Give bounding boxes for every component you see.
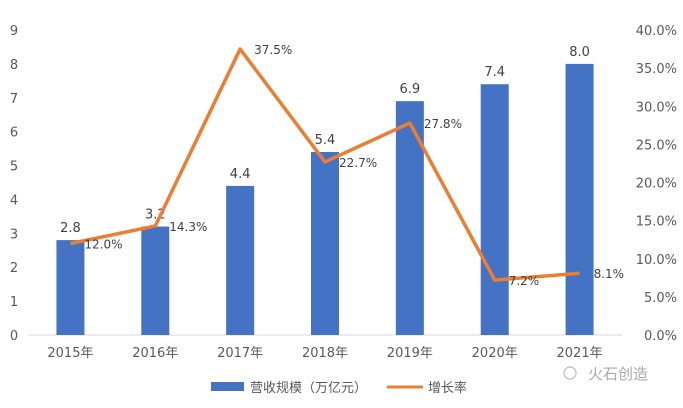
x-axis-tick: 2017年 [217, 346, 263, 361]
right-axis-tick: 35.0% [636, 62, 677, 77]
left-axis-tick: 1 [10, 295, 18, 310]
growth-line [70, 47, 580, 282]
left-axis-tick: 0 [10, 329, 18, 344]
bar [480, 84, 509, 335]
line-data-label: 37.5% [254, 43, 292, 57]
bar-data-label: 7.4 [484, 65, 505, 80]
legend-bar-label: 营收规模（万亿元） [250, 381, 367, 396]
bar [395, 101, 424, 336]
left-axis-tick: 9 [10, 24, 18, 39]
line-data-label: 27.8% [424, 117, 462, 131]
left-axis-tick: 7 [10, 92, 18, 107]
bar [565, 63, 594, 336]
bar-data-label: 4.4 [230, 167, 251, 182]
right-axis-tick: 10.0% [636, 253, 677, 268]
bar-data-label: 5.4 [315, 133, 336, 148]
x-axis-tick: 2018年 [302, 346, 348, 361]
bar [141, 226, 170, 335]
bar-data-label: 8.0 [569, 45, 590, 60]
legend-bar-swatch [211, 382, 244, 391]
x-axis-tick: 2016年 [132, 346, 178, 361]
right-axis-tick: 30.0% [636, 100, 677, 115]
watermark: 火石创造 [588, 365, 648, 383]
bar [311, 152, 339, 335]
right-axis-tick: 40.0% [636, 24, 677, 39]
bar-data-label: 2.8 [60, 221, 81, 236]
right-axis-tick: 15.0% [636, 215, 677, 230]
x-axis-tick: 2021年 [557, 346, 603, 361]
x-axis-tick: 2020年 [472, 346, 518, 361]
right-axis-tick: 5.0% [644, 291, 677, 306]
right-axis-tick: 20.0% [636, 177, 677, 192]
left-axis-tick: 2 [10, 261, 18, 276]
left-axis-tick: 6 [10, 126, 18, 141]
line-data-label: 22.7% [339, 156, 377, 170]
wechat-icon [563, 366, 577, 380]
bar [56, 240, 85, 335]
left-axis-tick: 3 [10, 227, 18, 242]
line-data-label: 14.3% [169, 220, 207, 234]
line-data-label: 7.2% [509, 274, 540, 288]
left-axis-tick: 4 [10, 193, 18, 208]
bar [226, 185, 255, 335]
legend-line-label: 增长率 [428, 380, 467, 396]
right-axis-tick: 25.0% [636, 138, 677, 153]
left-axis-tick: 8 [10, 58, 18, 73]
x-axis-tick: 2015年 [47, 346, 93, 361]
x-axis-tick: 2019年 [387, 346, 433, 361]
line-data-label: 12.0% [84, 238, 122, 252]
right-axis-tick: 0.0% [644, 329, 677, 344]
line-data-label: 8.1% [594, 267, 625, 281]
left-axis-tick: 5 [10, 160, 18, 175]
bar-data-label: 6.9 [400, 82, 421, 97]
